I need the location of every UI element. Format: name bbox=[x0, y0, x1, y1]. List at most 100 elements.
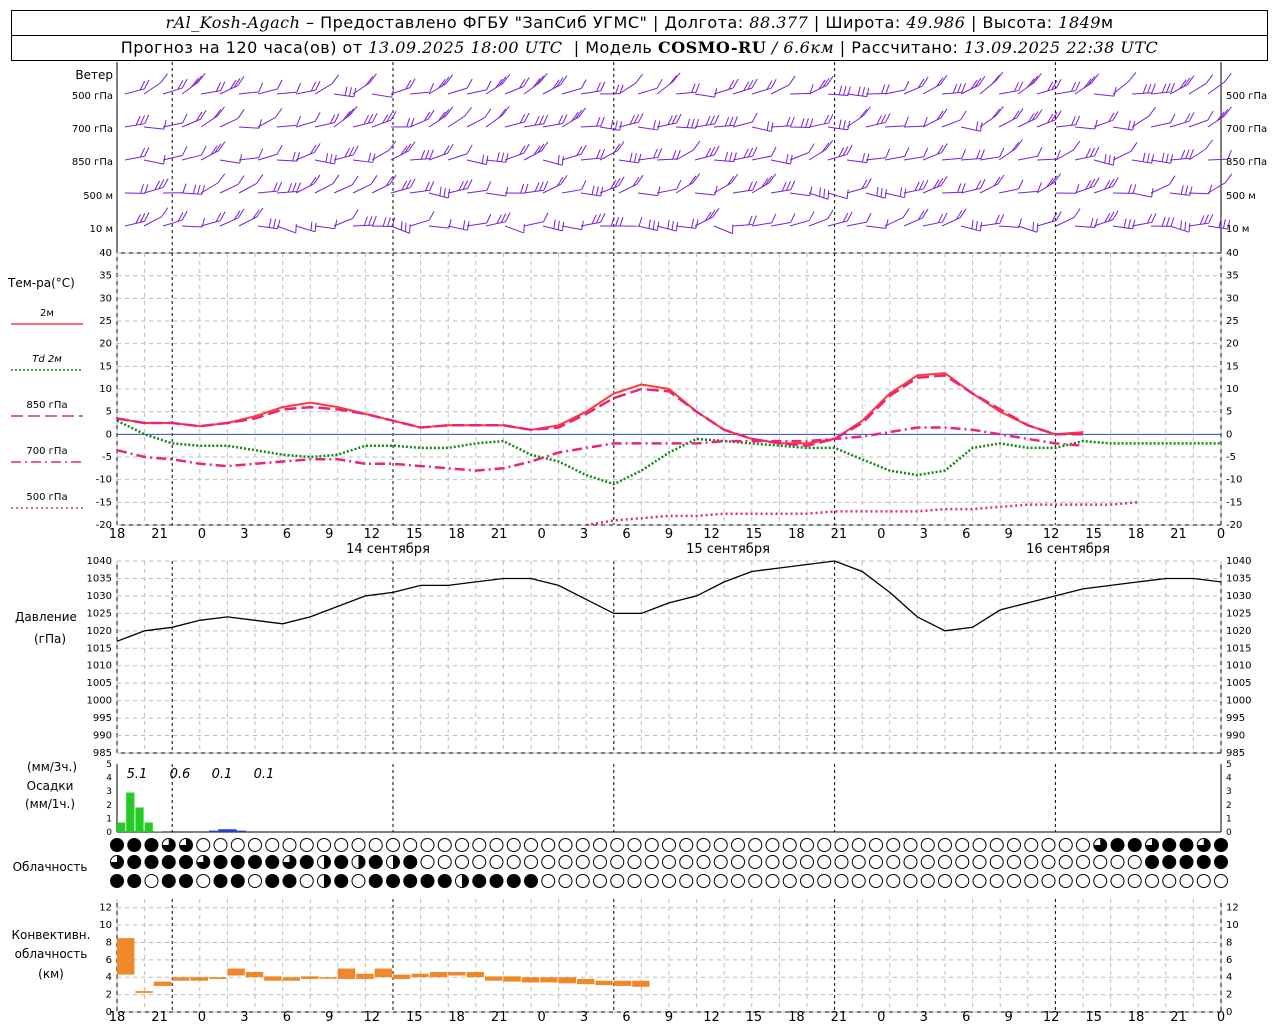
cloud-symbol bbox=[179, 855, 193, 869]
barb-feather bbox=[600, 148, 606, 159]
hour-tick-label: 6 bbox=[622, 1010, 630, 1024]
cloud-circle bbox=[989, 874, 1004, 888]
barb-feather bbox=[496, 214, 502, 224]
barb-feather bbox=[619, 84, 624, 94]
barb-shaft bbox=[314, 225, 335, 230]
hour-tick-label: 6 bbox=[283, 1010, 291, 1024]
cloud-circle bbox=[110, 838, 124, 852]
wind-barb bbox=[865, 148, 891, 161]
hour-tick-label: 9 bbox=[665, 527, 673, 542]
conv-ytick: 2 bbox=[106, 990, 112, 1001]
cloud-circle bbox=[679, 874, 694, 888]
barb-feather bbox=[581, 220, 584, 230]
wind-barb bbox=[884, 187, 907, 199]
wind-barb bbox=[181, 145, 207, 161]
wind-barb bbox=[713, 116, 738, 128]
wind-barb bbox=[846, 152, 870, 164]
barb-feather bbox=[705, 147, 712, 158]
barb-feather bbox=[1207, 110, 1214, 121]
barb-shaft bbox=[922, 117, 942, 128]
wind-barb bbox=[314, 153, 337, 165]
barb-feather bbox=[439, 186, 442, 196]
wind-barb bbox=[770, 213, 796, 227]
wind-barb bbox=[979, 147, 1005, 161]
barb-feather bbox=[1104, 213, 1111, 223]
wind-barb bbox=[656, 72, 681, 95]
press-ytick: 1020 bbox=[87, 626, 112, 637]
barb-shaft bbox=[1169, 84, 1188, 95]
convective-bar bbox=[282, 977, 300, 981]
cloud-circle bbox=[541, 855, 556, 869]
wind-barb bbox=[295, 143, 321, 161]
barb-feather bbox=[859, 108, 868, 119]
barb-feather bbox=[923, 147, 929, 157]
model-resolution: / 6.6км bbox=[771, 38, 835, 57]
wind-barb bbox=[1017, 147, 1043, 161]
barb-feather bbox=[1127, 120, 1131, 130]
barb-feather bbox=[1015, 139, 1023, 150]
barb-shaft bbox=[238, 157, 259, 161]
cloud-symbol bbox=[851, 874, 866, 888]
wind-barb bbox=[371, 140, 397, 161]
wind-barb bbox=[504, 112, 530, 128]
cloud-symbol bbox=[437, 874, 452, 888]
barb-feather bbox=[220, 81, 226, 91]
cloud-circle bbox=[420, 855, 435, 869]
barb-feather bbox=[182, 113, 188, 124]
cloud-symbol bbox=[196, 874, 211, 888]
temp-ytick: 20 bbox=[1226, 339, 1239, 350]
wind-barb bbox=[903, 179, 929, 194]
precip-total: 5.1 bbox=[127, 767, 148, 782]
barb-feather bbox=[325, 153, 329, 163]
cloud-circle bbox=[1093, 874, 1108, 888]
barb-shaft bbox=[1055, 217, 1075, 227]
barb-feather bbox=[557, 155, 560, 165]
cloud-symbol bbox=[1041, 855, 1056, 869]
wind-barb bbox=[599, 84, 624, 95]
wind-level-label: 700 гПа bbox=[72, 124, 113, 135]
cloud-circle bbox=[903, 874, 918, 888]
wind-barb bbox=[143, 155, 166, 165]
barb-shaft bbox=[333, 93, 354, 98]
barb-shaft bbox=[466, 222, 487, 227]
cloud-symbol bbox=[593, 855, 607, 869]
barb-feather bbox=[752, 180, 758, 191]
barb-feather bbox=[467, 179, 473, 189]
pressure-unit: (гПа) bbox=[34, 632, 66, 646]
cloud-symbol bbox=[955, 855, 970, 869]
press-ytick: 1005 bbox=[87, 678, 112, 689]
barb-shaft bbox=[371, 93, 392, 98]
barb-shaft bbox=[827, 126, 848, 131]
barb-shaft bbox=[1093, 185, 1114, 194]
barb-feather bbox=[629, 115, 635, 125]
barb-feather bbox=[695, 83, 700, 93]
wind-barb bbox=[1017, 221, 1039, 233]
wind-barb bbox=[485, 186, 509, 197]
cloud-circle bbox=[196, 838, 211, 852]
cloud-circle bbox=[1076, 874, 1090, 888]
cloud-circle bbox=[972, 855, 987, 869]
cloud-fill bbox=[1145, 838, 1159, 852]
barb-shaft bbox=[846, 187, 867, 194]
wind-barb bbox=[865, 186, 887, 199]
barb-shaft bbox=[884, 89, 905, 95]
cloud-circle bbox=[1041, 855, 1056, 869]
wind-barb bbox=[295, 112, 321, 128]
barb-feather bbox=[595, 186, 599, 196]
wind-barb bbox=[1207, 149, 1232, 161]
cloud-circle bbox=[955, 855, 970, 869]
wind-barb bbox=[466, 108, 492, 128]
conv-ytick: 6 bbox=[1226, 955, 1232, 966]
barb-feather bbox=[140, 184, 144, 194]
barb-feather bbox=[1184, 185, 1189, 196]
wind-barb bbox=[219, 154, 243, 164]
barb-shaft bbox=[561, 116, 580, 128]
barb-feather bbox=[462, 220, 466, 230]
wind-level-label: 850 гПа bbox=[72, 157, 113, 168]
wind-barb bbox=[1188, 74, 1214, 95]
cloud-circle bbox=[403, 838, 418, 852]
hour-tick-label: 12 bbox=[1043, 1010, 1060, 1024]
temp-ytick: -5 bbox=[102, 452, 112, 463]
wind-barb bbox=[1131, 152, 1155, 164]
cloud-symbol bbox=[1162, 838, 1177, 852]
